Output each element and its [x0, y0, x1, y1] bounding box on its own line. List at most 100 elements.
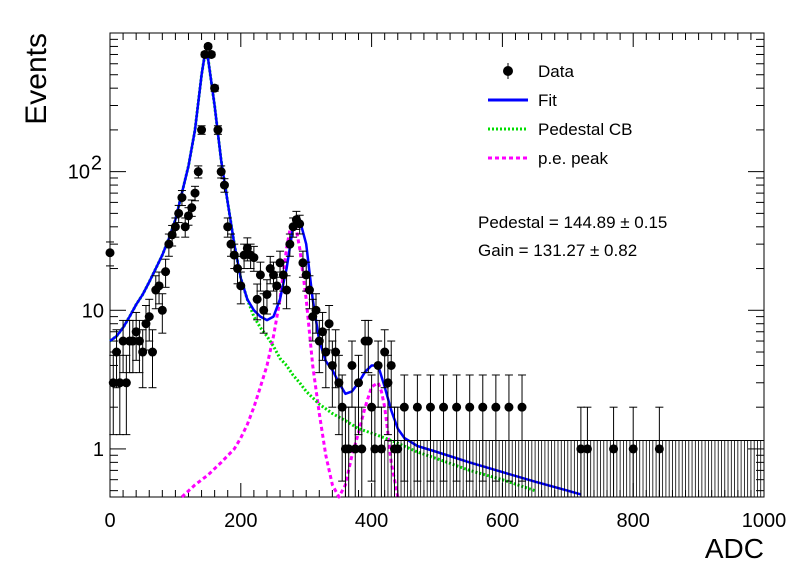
data-point — [239, 250, 249, 260]
data-point — [344, 444, 354, 454]
data-point — [380, 347, 390, 357]
y-tick-label: 10 — [68, 162, 90, 184]
y-tick-label: 10 — [82, 300, 104, 322]
y-axis-title: Events — [20, 33, 53, 125]
data-point — [200, 49, 210, 59]
fit-annotation: Pedestal = 144.89 ± 0.15 — [478, 213, 667, 232]
data-point — [190, 188, 200, 198]
data-point — [301, 270, 311, 280]
data-point — [252, 294, 262, 304]
y-tick-exponent: 2 — [91, 153, 102, 175]
data-point — [219, 180, 229, 190]
data-point — [112, 347, 122, 357]
data-point — [425, 402, 435, 412]
data-point — [373, 360, 383, 370]
data-point — [383, 378, 393, 388]
data-point — [141, 319, 151, 329]
data-point — [170, 222, 180, 232]
plot-frame — [109, 32, 765, 498]
legend-data-label: Data — [538, 62, 574, 81]
data-point — [324, 319, 334, 329]
data-point — [269, 270, 278, 280]
legend-data-marker — [503, 66, 513, 76]
data-point — [128, 336, 138, 346]
legend-pe-label: p.e. peak — [538, 149, 608, 168]
data-point — [144, 312, 154, 322]
axis-ticks — [109, 32, 765, 497]
data-point — [452, 402, 462, 412]
data-point — [203, 41, 213, 51]
data-point — [223, 222, 233, 232]
data-point — [180, 222, 190, 232]
legend-ped-label: Pedestal CB — [538, 120, 633, 139]
data-point — [262, 289, 272, 299]
data-point — [386, 360, 396, 370]
data-point — [134, 336, 144, 346]
data-point — [334, 378, 344, 388]
data-point — [295, 219, 305, 229]
data-point — [304, 285, 314, 295]
data-point — [517, 402, 527, 412]
y-tick-label: 1 — [93, 439, 104, 461]
data-point — [161, 267, 171, 277]
pedestal-cb-curve — [109, 53, 536, 493]
data-point — [255, 270, 265, 280]
data-point — [357, 444, 367, 454]
data-point — [311, 305, 321, 315]
data-point — [278, 270, 288, 280]
data-point — [285, 239, 295, 249]
data-point — [157, 305, 167, 315]
data-point — [233, 264, 243, 274]
data-point — [183, 211, 193, 221]
data-point — [376, 444, 386, 454]
data-point — [131, 327, 141, 337]
data-point — [121, 378, 131, 388]
x-tick-label: 200 — [224, 510, 257, 532]
data-point — [187, 203, 197, 213]
data-point — [327, 360, 337, 370]
data-point — [259, 305, 269, 315]
data-point — [331, 347, 341, 357]
data-point — [115, 378, 125, 388]
data-point — [465, 402, 475, 412]
data-point — [108, 378, 118, 388]
data-point — [370, 444, 380, 454]
fit-annotation: Gain = 131.27 ± 0.82 — [478, 241, 637, 260]
data-point — [118, 336, 128, 346]
data-point — [282, 285, 292, 295]
x-tick-label: 600 — [486, 510, 519, 532]
data-point — [213, 125, 223, 135]
data-point — [354, 378, 364, 388]
data-point — [242, 243, 252, 253]
x-axis-title: ADC — [705, 533, 764, 564]
data-point — [272, 281, 282, 291]
data-point — [298, 258, 308, 268]
data-point — [314, 336, 324, 346]
data-point — [206, 49, 216, 59]
data-point — [154, 281, 164, 291]
data-points — [105, 41, 765, 498]
data-point — [210, 83, 220, 93]
data-point — [412, 402, 422, 412]
fit-annotations: Pedestal = 144.89 ± 0.15 Gain = 131.27 ± … — [478, 213, 667, 260]
data-point — [399, 402, 409, 412]
data-point — [504, 402, 514, 412]
x-tick-label: 0 — [104, 510, 115, 532]
pe-peak-curve — [180, 222, 400, 499]
data-point — [478, 402, 488, 412]
x-tick-label: 800 — [617, 510, 650, 532]
data-point — [363, 336, 373, 346]
data-point — [249, 253, 259, 263]
data-point — [439, 402, 449, 412]
x-tick-label: 1000 — [742, 510, 787, 532]
data-point — [174, 208, 184, 218]
legend: Data Fit Pedestal CB p.e. peak — [488, 62, 633, 168]
data-point — [347, 360, 357, 370]
data-point — [105, 248, 115, 258]
data-point — [148, 347, 158, 357]
data-point — [350, 444, 360, 454]
data-point — [275, 258, 285, 268]
data-point — [197, 125, 207, 135]
